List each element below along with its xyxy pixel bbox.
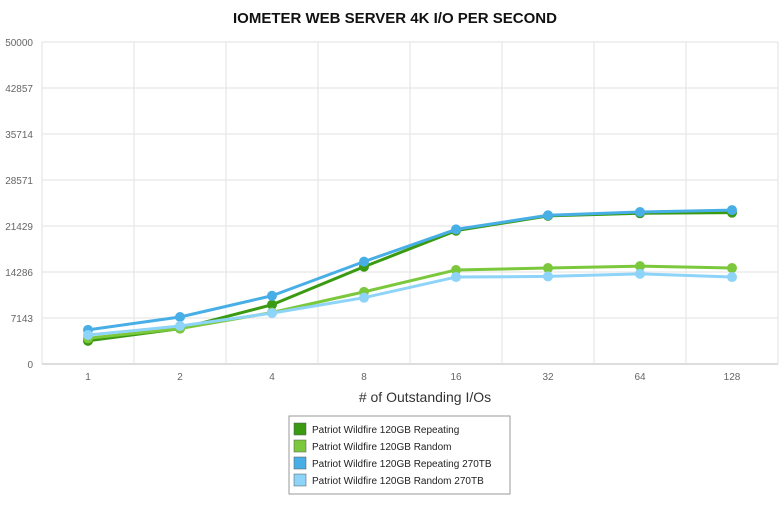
- series-layer: [83, 205, 737, 346]
- data-point: [543, 263, 553, 274]
- x-tick-label: 8: [361, 372, 367, 383]
- y-tick-label: 35714: [5, 130, 33, 141]
- y-tick-label: 50000: [5, 38, 33, 49]
- data-point: [175, 311, 185, 322]
- legend: Patriot Wildfire 120GB Repeating Patriot …: [288, 415, 511, 495]
- data-point: [727, 263, 737, 274]
- data-point: [451, 224, 461, 235]
- series-line: [87, 264, 733, 340]
- legend-label: Patriot Wildfire 120GB Random 270TB: [312, 476, 484, 487]
- legend-swatch: [293, 439, 307, 453]
- y-tick-label: 28571: [5, 176, 33, 187]
- legend-swatch: [293, 473, 307, 487]
- y-tick-label: 42857: [5, 84, 33, 95]
- legend-label: Patriot Wildfire 120GB Repeating 270TB: [312, 459, 492, 470]
- data-point: [543, 271, 553, 282]
- y-tick-label: 14286: [5, 268, 33, 279]
- data-point: [267, 308, 277, 319]
- series-line: [87, 272, 733, 337]
- data-point: [359, 292, 369, 303]
- x-tick-label: 16: [450, 372, 462, 383]
- data-point: [635, 268, 645, 279]
- y-tick-label: 21429: [5, 222, 33, 233]
- data-point: [543, 210, 553, 221]
- data-point: [267, 290, 277, 301]
- legend-swatch: [293, 422, 307, 436]
- data-point: [267, 299, 277, 310]
- data-point: [635, 207, 645, 218]
- data-point: [727, 272, 737, 283]
- y-axis: 0 7143 14286 21429 28571 35714 42857 50000: [5, 38, 33, 371]
- series-3: [83, 205, 737, 335]
- legend-box: [288, 415, 511, 495]
- data-point: [83, 330, 93, 341]
- data-point: [727, 205, 737, 216]
- legend-label: Patriot Wildfire 120GB Repeating: [312, 425, 459, 436]
- legend-label: Patriot Wildfire 120GB Random: [312, 442, 452, 453]
- x-tick-label: 64: [634, 372, 646, 383]
- data-point: [635, 261, 645, 272]
- x-axis-label: # of Outstanding I/Os: [359, 389, 491, 405]
- x-tick-label: 128: [724, 372, 741, 383]
- legend-swatch: [293, 456, 307, 470]
- data-point: [451, 264, 461, 275]
- y-tick-label: 0: [27, 360, 33, 371]
- x-tick-label: 4: [269, 372, 275, 383]
- chart-title: IOMETER WEB SERVER 4K I/O PER SECOND: [233, 10, 557, 27]
- x-tick-label: 32: [542, 372, 554, 383]
- data-point: [451, 272, 461, 283]
- series-4: [83, 268, 737, 341]
- y-tick-label: 7143: [11, 314, 34, 325]
- series-line: [87, 208, 733, 332]
- x-tick-label: 1: [85, 372, 91, 383]
- data-point: [359, 256, 369, 267]
- x-axis: 1 2 4 8 16 32 64 128: [85, 372, 741, 383]
- data-point: [175, 321, 185, 332]
- grid: [41, 41, 779, 365]
- x-tick-label: 2: [177, 372, 183, 383]
